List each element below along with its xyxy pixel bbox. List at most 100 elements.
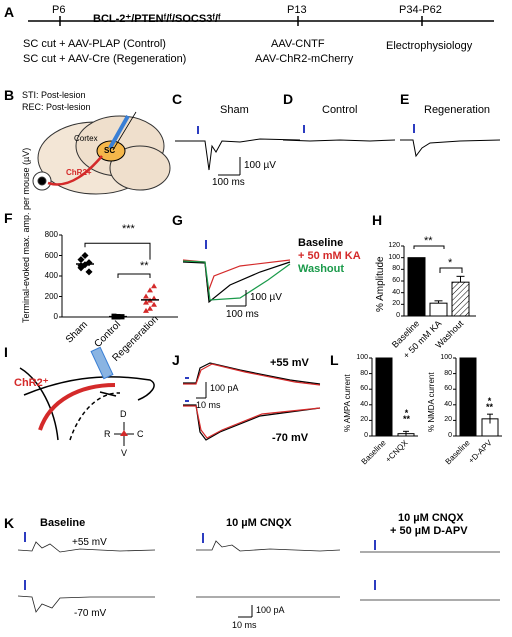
rec-label: REC: Post-lesion (22, 102, 91, 112)
timeline (28, 16, 494, 26)
j-voltage-2: -70 mV (272, 432, 309, 444)
f-point (147, 305, 153, 311)
h-sig-2: * (448, 257, 453, 269)
l-ylabel-nmda: % NMDA current (427, 372, 436, 432)
l-sig-2: * ** (486, 396, 494, 413)
k-col-baseline: Baseline (40, 517, 86, 529)
scale-c-y: 100 µV (244, 160, 276, 171)
trace-regeneration (400, 139, 501, 158)
scale-k-y: 100 pA (256, 605, 285, 615)
legend-ka: + 50 mM KA (298, 250, 361, 262)
k-col-cnqx-apv-2: + 50 µM D-APV (390, 525, 468, 537)
f-ytick-label: 600 (44, 250, 58, 260)
f-point (143, 299, 149, 305)
f-ytick-label: 800 (44, 230, 58, 239)
f-point (147, 287, 153, 293)
stim-mark-j2 (185, 400, 189, 402)
optic-fiber (90, 346, 114, 380)
l-ytick-label: 100 (356, 354, 368, 361)
panel-label-b: B (4, 87, 15, 103)
stim-mark-j1 (185, 377, 189, 379)
scale-k-x: 10 ms (232, 620, 257, 630)
f-sig-bracket-2 (117, 273, 151, 279)
panel-label-c: C (172, 91, 183, 107)
stim-mark-c (197, 126, 199, 134)
h-sig-1: ** (424, 235, 433, 247)
scalebar-c (218, 157, 241, 176)
k-voltage-2: -70 mV (74, 608, 107, 619)
scale-c-x: 100 ms (212, 177, 245, 188)
scale-j-x: 10 ms (196, 400, 221, 410)
panel-label-e: E (400, 91, 410, 107)
h-ytick-label: 60 (392, 277, 400, 284)
h-ytick-label: 0 (396, 312, 400, 319)
sc-label: SC (104, 146, 116, 155)
stim-mark-e (413, 124, 415, 133)
h-ytick-label: 80 (392, 265, 400, 273)
chr2-label-b: ChR2+ (66, 168, 92, 177)
l-ytick-label: 0 (364, 432, 368, 439)
axis-d: D (120, 409, 127, 419)
axis-c: C (137, 429, 144, 439)
scalebar-k (238, 605, 253, 618)
f-sig-2: ** (140, 260, 149, 272)
panel-label-i: I (4, 344, 8, 360)
h-ytick-label: 40 (392, 288, 400, 296)
f-point (85, 268, 93, 276)
f-ytick-label: 200 (44, 291, 58, 301)
panel-label-h: H (372, 212, 383, 228)
f-axes (61, 235, 178, 318)
f-point (151, 283, 157, 289)
h-sig-brackets (413, 245, 463, 273)
panel-label-j: J (172, 352, 180, 368)
title-control: Control (322, 104, 358, 116)
f-point (143, 293, 149, 299)
l-ylabel-ampa: % AMPA current (343, 374, 352, 432)
f-sig-1: *** (122, 223, 135, 235)
l-ytick-label: 100 (440, 354, 452, 361)
l-ytick-label: 20 (360, 416, 368, 424)
panel-label-f: F (4, 210, 13, 226)
h-marks (401, 245, 470, 317)
stim-mark-d (303, 125, 305, 133)
scale-g-x: 100 ms (226, 309, 259, 320)
k-col-cnqx: 10 µM CNQX (226, 517, 292, 529)
axis-r: R (104, 429, 111, 439)
h-bar (451, 281, 470, 317)
axis-v: V (121, 448, 128, 458)
h-ytick-label: 100 (388, 253, 400, 261)
l-ytick-label: 0 (448, 432, 452, 439)
k-stim-marks (24, 532, 376, 590)
stim-mark-g (205, 240, 207, 249)
chr2-label-i: ChR2⁺ (14, 377, 49, 389)
f-ytick-label: 400 (44, 271, 58, 280)
sc-slice-schematic (19, 367, 155, 441)
l-ytick-label: 20 (444, 416, 452, 424)
g-traces (182, 259, 291, 304)
f-ylabel-1: Terminal-evoked max. amp. per mouse (µV) (21, 147, 31, 323)
k-voltage-1: +55 mV (72, 537, 107, 548)
h-bar (407, 257, 426, 317)
panel-label-l: L (330, 352, 339, 368)
k-col-cnqx-apv-1: 10 µM CNQX (398, 512, 464, 524)
genotype-label: BCL-2⁺/PTENᶠ/ᶠ/SOCS3ᶠ/ᶠ (93, 13, 221, 25)
protocol-line-5: Electrophysiology (386, 40, 473, 52)
trace-control (282, 139, 396, 142)
scale-j-y: 100 pA (210, 383, 239, 393)
l-ytick-label: 60 (444, 385, 452, 393)
l-ytick-label: 40 (444, 400, 452, 408)
f-point (151, 301, 157, 307)
l-marks (369, 357, 499, 437)
panel-label-k: K (4, 515, 15, 531)
panel-label-d: D (283, 91, 294, 107)
scalebar-j (196, 382, 207, 399)
l-ytick-label: 80 (444, 369, 452, 377)
protocol-line-3: AAV-CNTF (271, 38, 325, 50)
f-sig-bracket-1 (84, 242, 151, 260)
protocol-line-1: SC cut + AAV-PLAP (Control) (23, 38, 166, 50)
l-sig-1: * ** (403, 408, 411, 425)
j-traces (183, 362, 321, 441)
cortex-label: Cortex (74, 134, 98, 143)
